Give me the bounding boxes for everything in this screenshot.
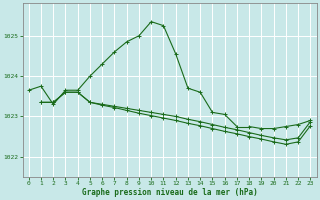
X-axis label: Graphe pression niveau de la mer (hPa): Graphe pression niveau de la mer (hPa) <box>82 188 258 197</box>
